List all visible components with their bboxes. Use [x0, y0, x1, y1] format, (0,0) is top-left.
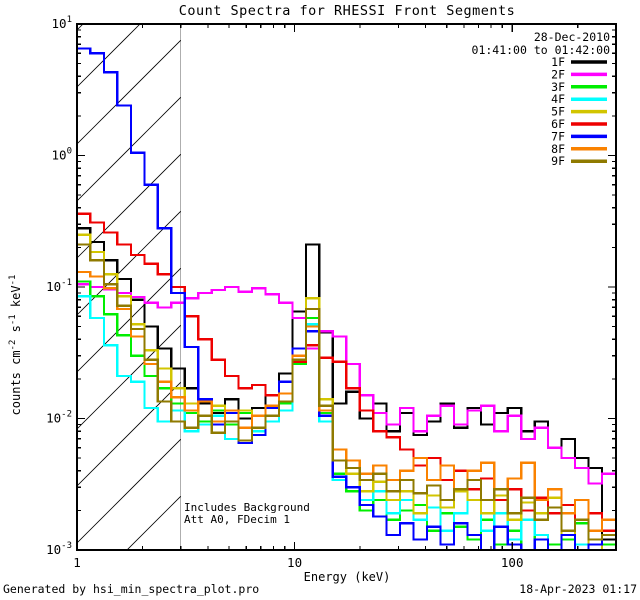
hatch-line — [77, 96, 181, 202]
observation-date: 28-Dec-2010 — [534, 30, 610, 44]
chart-title: Count Spectra for RHESSI Front Segments — [179, 3, 515, 19]
x-axis-label: Energy (keV) — [304, 570, 391, 584]
observation-time-range: 01:41:00 to 01:42:00 — [472, 43, 611, 57]
y-tick-label-10^-1: 10-1 — [46, 278, 72, 294]
x-tick-label-100: 100 — [501, 555, 524, 570]
hatch-line — [77, 24, 141, 88]
y-tick-label-10^1: 101 — [52, 15, 72, 31]
hatch-region — [77, 24, 181, 550]
y-tick-label-10^0: 100 — [52, 147, 72, 163]
hatch-line — [126, 495, 181, 550]
x-tick-label-1: 1 — [73, 555, 81, 570]
spectrum-curve-9F — [77, 243, 616, 541]
y-tick-label-10^-2: 10-2 — [46, 410, 72, 426]
x-tick-label-10: 10 — [287, 555, 302, 570]
legend-label-6F: 6F — [551, 117, 565, 131]
hatch-line — [77, 267, 181, 373]
legend-label-9F: 9F — [551, 154, 565, 168]
footer-generator: Generated by hsi_min_spectra_plot.pro — [3, 582, 259, 596]
legend-label-4F: 4F — [551, 92, 565, 106]
y-axis-label: counts cm-2 s-1 keV-1 — [8, 275, 23, 416]
hatch-line — [77, 438, 181, 544]
annotation-attenuator-state: Att A0, FDecim 1 — [184, 513, 290, 526]
spectra-curves — [77, 47, 616, 550]
footer-timestamp: 18-Apr-2023 01:17 — [519, 582, 637, 596]
legend-label-2F: 2F — [551, 67, 565, 81]
axis-ticks — [76, 23, 617, 551]
legend-label-7F: 7F — [551, 129, 565, 143]
axis-tick-labels: 1 10 100 101 100 10-1 10-2 10-3 — [46, 15, 523, 570]
spectrum-curve-7F — [77, 47, 616, 550]
y-tick-label-10^-3: 10-3 — [46, 541, 72, 557]
legend-label-3F: 3F — [551, 80, 565, 94]
hatch-line — [77, 381, 181, 487]
annotation-includes-background: Includes Background — [184, 501, 310, 514]
spectrum-curve-8F — [77, 270, 616, 532]
hatch-line — [77, 210, 181, 316]
hatch-line — [77, 39, 181, 145]
legend-label-8F: 8F — [551, 142, 565, 156]
hatch-line — [77, 153, 181, 259]
spectrum-curve-2F — [77, 283, 616, 485]
legend-label-5F: 5F — [551, 105, 565, 119]
hatch-line — [77, 24, 84, 31]
legend-label-1F: 1F — [551, 55, 565, 69]
